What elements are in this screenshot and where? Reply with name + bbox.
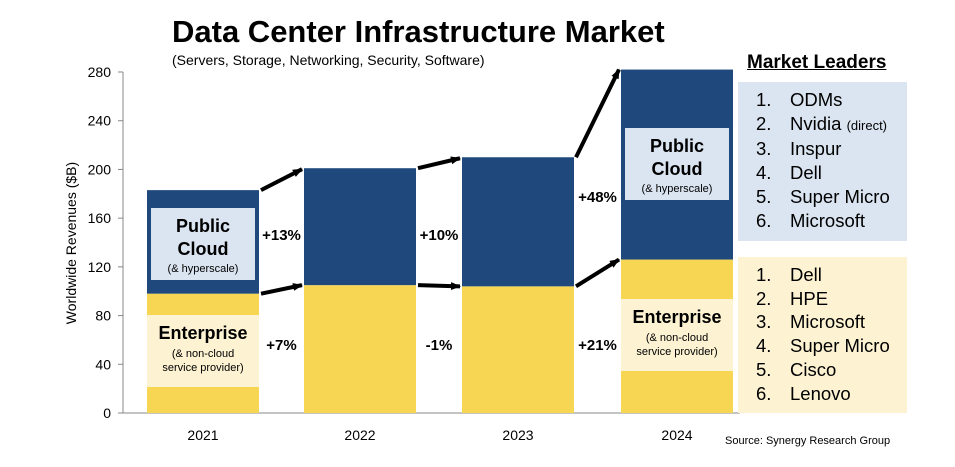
cloud-label-box bbox=[151, 208, 255, 280]
leader-item: 2. Nvidia (direct) bbox=[756, 112, 888, 134]
chart-title: Data Center Infrastructure Market bbox=[172, 14, 665, 49]
y-tick-label: 240 bbox=[88, 113, 112, 129]
growth-label-enterprise: -1% bbox=[426, 337, 453, 354]
cloud-label-note: (& hyperscale) bbox=[642, 183, 713, 195]
growth-arrow-enterprise bbox=[260, 283, 303, 296]
y-axis-title: Worldwide Revenues ($B) bbox=[63, 162, 79, 324]
leader-item: 6. Lenovo bbox=[756, 382, 851, 404]
y-tick-label: 0 bbox=[103, 405, 111, 421]
growth-label-enterprise: +7% bbox=[266, 337, 296, 354]
y-tick-label: 200 bbox=[88, 161, 112, 177]
leader-item: 6. Microsoft bbox=[756, 209, 866, 231]
leader-item: 3. Microsoft bbox=[756, 311, 866, 333]
growth-arrow-enterprise bbox=[574, 257, 621, 289]
enterprise-label-name: Enterprise bbox=[158, 323, 247, 343]
enterprise-label-note1: (& non-cloud bbox=[646, 332, 708, 344]
leader-item: 2. HPE bbox=[756, 287, 829, 309]
cloud-label-line1: Public bbox=[650, 136, 704, 156]
growth-label-cloud: +10% bbox=[420, 227, 459, 244]
y-tick-label: 280 bbox=[88, 64, 112, 80]
enterprise-label-box bbox=[621, 299, 733, 371]
bar-enterprise bbox=[462, 286, 574, 413]
growth-label-cloud: +48% bbox=[578, 189, 617, 206]
cloud-label-line1: Public bbox=[176, 216, 230, 236]
x-tick-label: 2021 bbox=[187, 427, 218, 443]
bar-public-cloud bbox=[462, 157, 574, 287]
enterprise-leaders-panel: 1. Dell 2. HPE 3. Microsoft 4. Super Micro 5… bbox=[738, 257, 907, 413]
x-tick-label: 2024 bbox=[661, 427, 692, 443]
cloud-label-box bbox=[625, 128, 729, 200]
y-tick-label: 40 bbox=[95, 356, 111, 372]
bar-enterprise bbox=[304, 285, 416, 413]
source-note: Source: Synergy Research Group bbox=[725, 435, 891, 447]
leader-item: 1. Dell bbox=[756, 264, 822, 285]
growth-label-cloud: +13% bbox=[262, 227, 301, 244]
growth-arrow-cloud bbox=[574, 68, 621, 159]
leader-item: 4. Dell bbox=[756, 162, 822, 184]
leader-item: 3. Inspur bbox=[756, 138, 842, 160]
cloud-label-line2: Cloud bbox=[652, 159, 703, 179]
chart-subtitle: (Servers, Storage, Networking, Security,… bbox=[172, 52, 485, 68]
public-cloud-leaders-panel: 1. ODMs 2. Nvidia (direct) 3. Inspur 4. Dell… bbox=[738, 82, 907, 241]
y-tick-label: 120 bbox=[88, 259, 112, 275]
leader-item: 1. ODMs bbox=[756, 89, 843, 110]
market-leaders-title: Market Leaders bbox=[747, 52, 887, 73]
enterprise-label-box bbox=[147, 315, 259, 387]
enterprise-label-note1: (& non-cloud bbox=[172, 348, 234, 360]
x-tick-label: 2023 bbox=[502, 427, 533, 443]
enterprise-label-name: Enterprise bbox=[632, 307, 721, 327]
y-tick-label: 80 bbox=[95, 308, 111, 324]
growth-arrow-cloud bbox=[260, 167, 303, 192]
x-tick-label: 2022 bbox=[344, 427, 375, 443]
cloud-label-note: (& hyperscale) bbox=[168, 263, 239, 275]
enterprise-label-note2: service provider) bbox=[162, 362, 243, 374]
y-tick-label: 160 bbox=[88, 210, 112, 226]
growth-arrow-cloud bbox=[417, 156, 461, 171]
cloud-label-line2: Cloud bbox=[178, 239, 229, 259]
growth-label-enterprise: +21% bbox=[578, 337, 617, 354]
leader-item: 5. Super Micro bbox=[756, 185, 890, 207]
bar-public-cloud bbox=[304, 168, 416, 286]
enterprise-label-note2: service provider) bbox=[636, 346, 717, 358]
leader-item: 5. Cisco bbox=[756, 358, 837, 380]
leader-item: 4. Super Micro bbox=[756, 335, 890, 357]
growth-arrow-enterprise bbox=[417, 282, 461, 291]
